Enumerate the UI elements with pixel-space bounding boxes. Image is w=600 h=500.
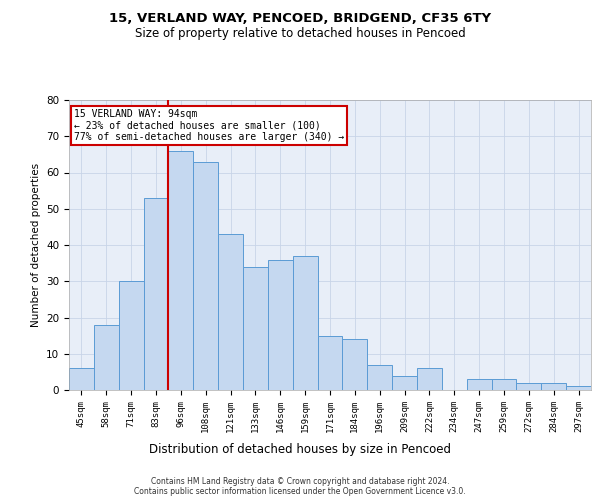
Bar — [367, 364, 392, 390]
Text: Contains public sector information licensed under the Open Government Licence v3: Contains public sector information licen… — [134, 488, 466, 496]
Bar — [566, 386, 591, 390]
Bar — [243, 267, 268, 390]
Bar — [193, 162, 218, 390]
Bar — [69, 368, 94, 390]
Bar — [392, 376, 417, 390]
Bar — [293, 256, 317, 390]
Text: 15 VERLAND WAY: 94sqm
← 23% of detached houses are smaller (100)
77% of semi-det: 15 VERLAND WAY: 94sqm ← 23% of detached … — [74, 108, 344, 142]
Bar — [317, 336, 343, 390]
Bar — [143, 198, 169, 390]
Text: 15, VERLAND WAY, PENCOED, BRIDGEND, CF35 6TY: 15, VERLAND WAY, PENCOED, BRIDGEND, CF35… — [109, 12, 491, 26]
Bar — [517, 383, 541, 390]
Bar — [94, 325, 119, 390]
Bar — [343, 339, 367, 390]
Text: Distribution of detached houses by size in Pencoed: Distribution of detached houses by size … — [149, 442, 451, 456]
Bar — [491, 379, 517, 390]
Bar — [268, 260, 293, 390]
Bar — [541, 383, 566, 390]
Bar — [119, 281, 143, 390]
Bar — [417, 368, 442, 390]
Text: Size of property relative to detached houses in Pencoed: Size of property relative to detached ho… — [134, 28, 466, 40]
Bar — [169, 151, 193, 390]
Bar — [467, 379, 491, 390]
Text: Contains HM Land Registry data © Crown copyright and database right 2024.: Contains HM Land Registry data © Crown c… — [151, 478, 449, 486]
Y-axis label: Number of detached properties: Number of detached properties — [31, 163, 41, 327]
Bar — [218, 234, 243, 390]
